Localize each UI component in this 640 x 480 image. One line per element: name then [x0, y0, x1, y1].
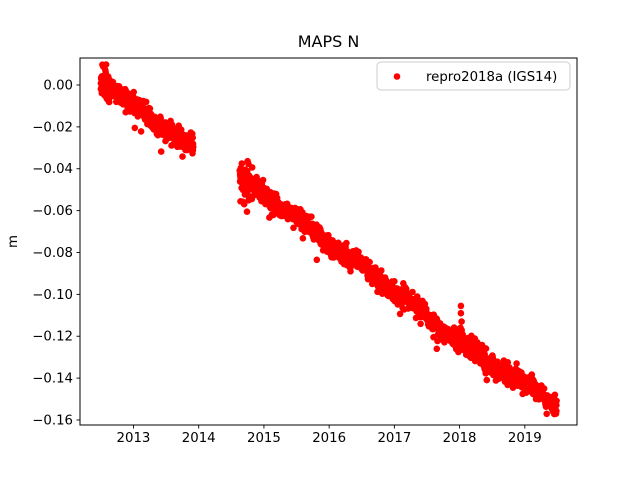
chart-title: MAPS N [298, 32, 360, 51]
scatter-point [240, 200, 248, 208]
scatter-point [122, 108, 129, 116]
scatter-point [553, 407, 560, 415]
x-axis-tick-label: 2014 [182, 431, 216, 446]
scatter-point [259, 176, 267, 184]
scatter-point [391, 278, 398, 285]
scatter-point [458, 326, 465, 334]
scatter-point [482, 345, 490, 352]
x-axis-tick-label: 2017 [377, 431, 411, 446]
scatter-point [290, 224, 297, 232]
scatter-point [343, 239, 350, 247]
scatter-point [433, 345, 441, 353]
legend: repro2018a (IGS14) [376, 61, 571, 91]
scatter-point [553, 397, 560, 405]
x-axis-tick-label: 2013 [117, 431, 151, 446]
scatter-point [423, 305, 430, 313]
y-axis-tick-label: −0.16 [32, 413, 73, 428]
scatter-point [157, 114, 164, 122]
scatter-point [179, 153, 186, 160]
x-axis-tick-label: 2018 [443, 431, 477, 446]
scatter-point [137, 128, 145, 135]
scatter-point [409, 288, 416, 296]
plot-area-border [79, 57, 578, 426]
scatter-point [458, 332, 466, 340]
scatter-point [245, 186, 253, 194]
x-axis-tick-label: 2016 [312, 431, 346, 446]
scatter-series [97, 61, 560, 418]
scatter-point [417, 320, 424, 328]
y-axis-tick-label: −0.08 [32, 246, 73, 261]
scatter-point [457, 302, 465, 310]
y-axis-tick-label: −0.14 [32, 372, 73, 387]
y-axis-tick-label: −0.04 [32, 162, 73, 177]
scatter-point [189, 134, 196, 141]
scatter-point [246, 196, 253, 203]
scatter-point [299, 235, 307, 242]
scatter-point [396, 310, 404, 318]
scatter-point [366, 258, 373, 266]
legend-label: repro2018a (IGS14) [426, 70, 557, 85]
scatter-point [245, 160, 252, 168]
y-axis-tick-label: −0.06 [32, 204, 73, 219]
legend-box [376, 61, 571, 91]
scatter-point [106, 76, 113, 84]
scatter-point [513, 360, 520, 367]
scatter-point [551, 391, 559, 399]
y-axis-label: m [6, 235, 21, 248]
scatter-point [238, 160, 246, 167]
scatter-point [378, 267, 385, 274]
scatter-point [457, 309, 465, 317]
scatter-point [308, 213, 315, 220]
scatter-point [190, 143, 197, 151]
scatter-point [131, 124, 139, 132]
scatter-point [142, 98, 150, 106]
scatter-point [246, 179, 253, 186]
scatter-point [105, 98, 113, 106]
scatter-point [540, 385, 548, 392]
scatter-point [130, 88, 137, 96]
x-axis-tick-label: 2019 [508, 431, 542, 446]
axis-ticks: 2013 2014 2015 2016 2017 2018 2019 0.00 −0.02 −0.… [32, 79, 541, 446]
scatter-point [106, 81, 114, 88]
legend-marker-icon [393, 73, 401, 80]
scatter-point [543, 410, 550, 418]
scatter-point [168, 121, 176, 128]
scatter-point [483, 376, 491, 384]
scatter-point [157, 148, 165, 155]
x-axis-tick-label: 2015 [247, 431, 281, 446]
y-axis-tick-label: −0.02 [32, 120, 73, 135]
scatter-point [504, 359, 512, 366]
scatter-point [243, 208, 251, 215]
scatter-point [458, 318, 465, 325]
scatter-point [106, 94, 113, 101]
scatter-point [245, 172, 253, 179]
scatter-point [313, 256, 321, 264]
y-axis-tick-label: −0.12 [32, 330, 73, 345]
y-axis-tick-label: −0.10 [32, 288, 73, 303]
scatter-point [177, 126, 185, 133]
scatter-point [355, 248, 362, 256]
scatter-point [146, 105, 154, 112]
y-axis-tick-label: 0.00 [43, 79, 73, 94]
